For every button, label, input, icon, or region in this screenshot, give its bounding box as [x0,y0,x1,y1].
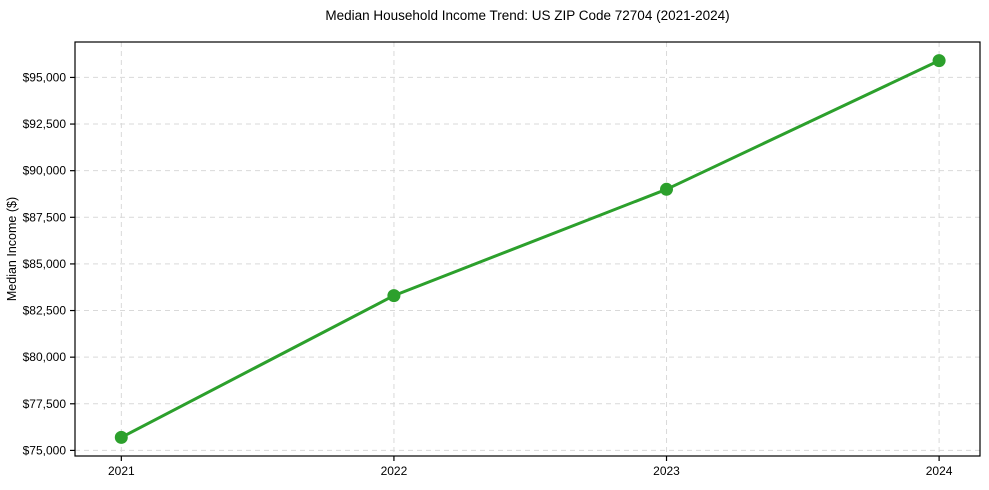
y-tick-label: $95,000 [23,70,67,84]
data-point-marker [114,430,128,444]
data-point-marker [660,182,673,196]
x-tick-label: 2024 [926,464,953,478]
y-tick-label: $90,000 [23,164,67,178]
y-tick-label: $80,000 [23,350,67,364]
trend-line [119,59,941,439]
y-tick-label: $92,500 [23,117,67,131]
y-tick-label: $75,000 [23,443,67,457]
x-tick-label: 2022 [381,464,408,478]
x-tick-label: 2021 [108,464,135,478]
y-tick-label: $82,500 [23,304,67,318]
chart-title: Median Household Income Trend: US ZIP Co… [325,8,730,23]
data-point-marker [932,54,946,68]
data-point-marker [387,289,401,303]
x-tick-label: 2023 [653,464,680,478]
y-tick-label: $87,500 [23,210,67,224]
y-tick-label: $85,000 [23,257,67,271]
axes-spines [74,41,981,457]
y-tick-label: $77,500 [23,397,67,411]
